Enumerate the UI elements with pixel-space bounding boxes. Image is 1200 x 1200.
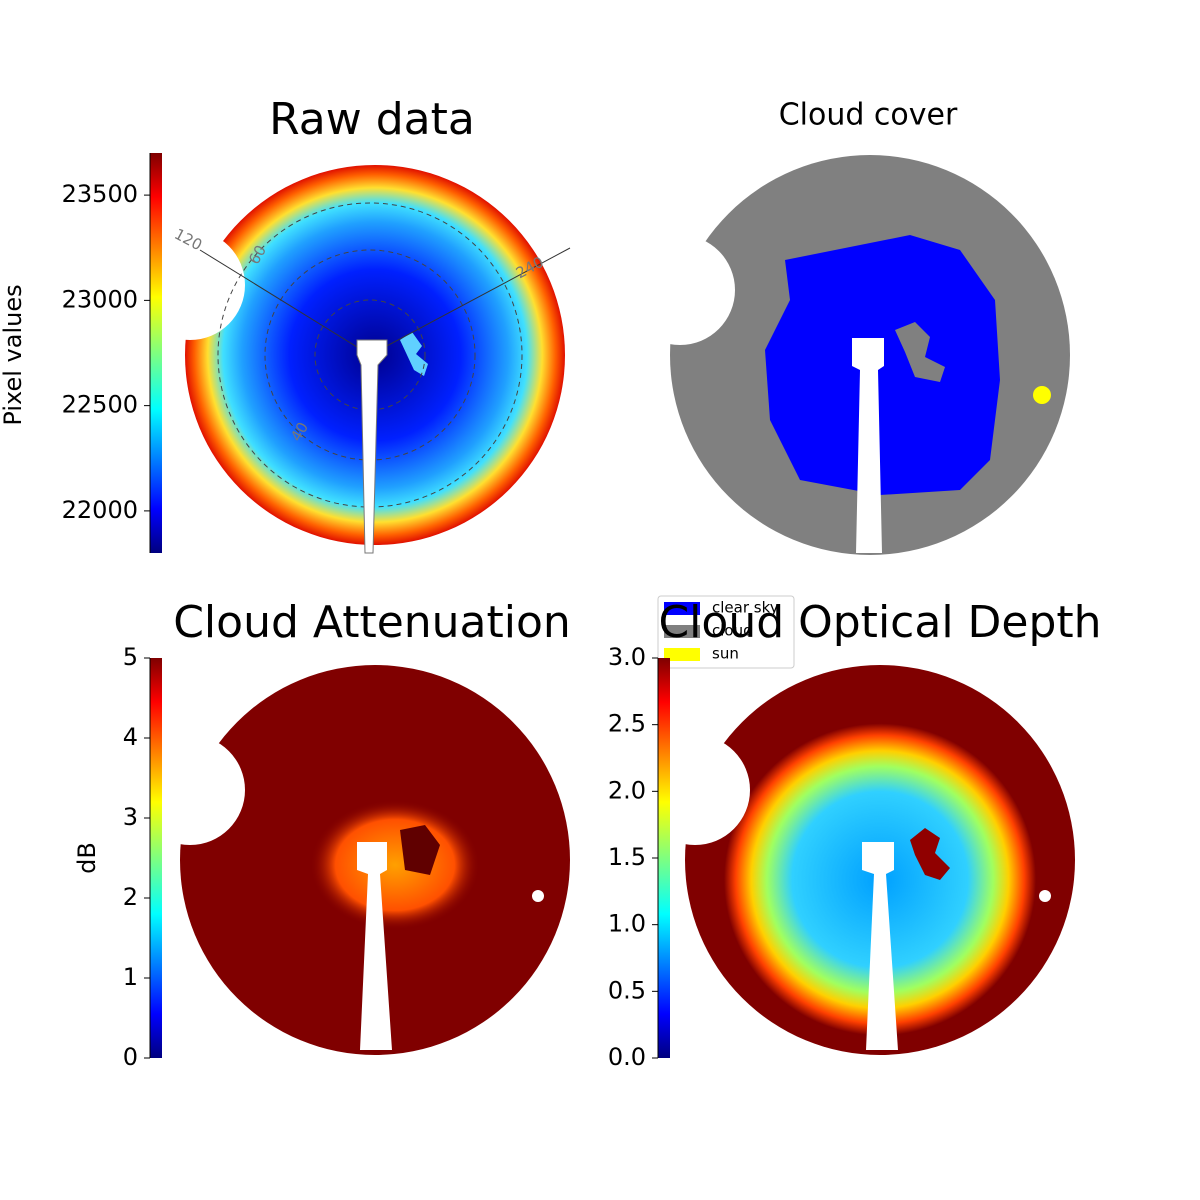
y-tick-label: 23500	[62, 180, 138, 208]
y-tick-label: 1.5	[608, 843, 646, 871]
y-tick-label: 5	[123, 643, 138, 671]
sky-image	[625, 155, 1070, 555]
legend-swatch	[664, 602, 700, 615]
y-tick-label: 22000	[62, 496, 138, 524]
legend-swatch	[664, 648, 700, 661]
y-tick-label: 2.5	[608, 710, 646, 738]
colorbar	[658, 658, 670, 1058]
y-tick-label: 3	[123, 803, 138, 831]
panel-title: Cloud Attenuation	[173, 597, 571, 648]
sky-image	[640, 665, 1075, 1055]
y-tick-label: 3.0	[608, 643, 646, 671]
y-tick-label: 23000	[62, 285, 138, 313]
sky-image	[135, 665, 570, 1055]
panel-title: Cloud Optical Depth	[658, 597, 1101, 648]
y-tick-label: 1.0	[608, 910, 646, 938]
y-tick-label: 22500	[62, 391, 138, 419]
legend-swatch	[664, 625, 700, 638]
colorbar-label: Pixel values	[0, 284, 27, 425]
colorbar-label: dB	[73, 842, 101, 874]
sky-image	[135, 165, 571, 554]
legend-label: clear sky	[712, 599, 779, 617]
panel-title: Cloud cover	[779, 98, 958, 133]
y-tick-label: 0	[123, 1043, 138, 1071]
legend-label: cloud	[712, 622, 753, 640]
panel-title: Raw data	[269, 94, 475, 145]
colorbar	[150, 658, 162, 1058]
y-tick-label: 2.0	[608, 776, 646, 804]
y-tick-label: 0.0	[608, 1043, 646, 1071]
y-tick-label: 4	[123, 723, 138, 751]
legend-label: sun	[712, 645, 739, 663]
y-tick-label: 1	[123, 963, 138, 991]
y-tick-label: 2	[123, 883, 138, 911]
y-tick-label: 0.5	[608, 976, 646, 1004]
colorbar	[150, 153, 162, 553]
